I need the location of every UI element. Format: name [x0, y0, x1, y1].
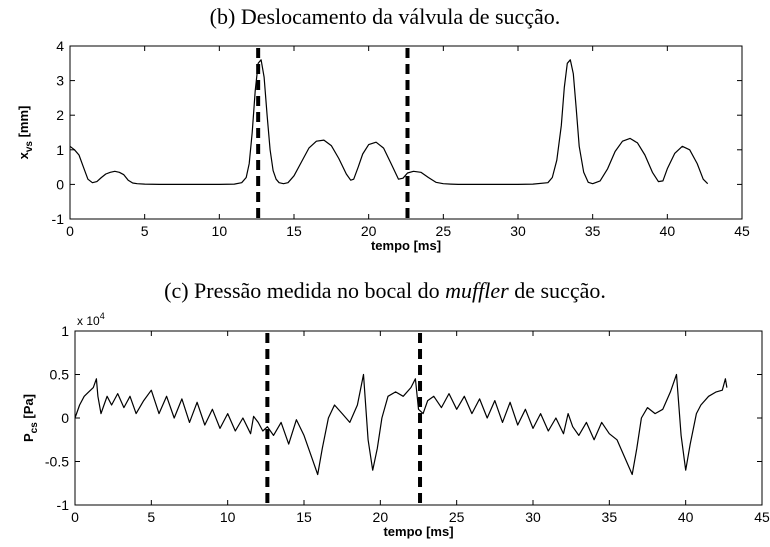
y-tick-label: 1	[61, 323, 69, 339]
x-tick-label: 5	[147, 509, 155, 525]
y-tick-label: 1	[56, 142, 64, 158]
y-tick-label: 2	[56, 107, 64, 123]
x-tick-label: 20	[373, 509, 389, 525]
y-axis-label-main: x	[16, 151, 31, 159]
y-tick-label: -1	[52, 211, 65, 227]
x-tick-label: 35	[602, 509, 618, 525]
x-tick-label: 45	[734, 223, 750, 239]
caption-c: (c) Pressão medida no bocal do muffler d…	[0, 278, 770, 304]
x-tick-label: 0	[71, 509, 79, 525]
x-tick-label: 30	[510, 223, 526, 239]
caption-c-end: de sucção.	[508, 278, 606, 303]
y-axis-label-unit: [Pa]	[21, 394, 36, 422]
y-tick-label: 0	[61, 410, 69, 426]
x-tick-label: 20	[361, 223, 377, 239]
x-tick-label: 25	[436, 223, 452, 239]
y-axis-label-sub: vs	[24, 141, 35, 153]
plot-frame	[69, 45, 743, 220]
x-tick-label: 35	[585, 223, 601, 239]
caption-b: (b) Deslocamento da válvula de sucção.	[209, 4, 561, 29]
y-tick-label: 0	[56, 176, 64, 192]
x-tick-label: 10	[212, 223, 228, 239]
caption-c-italic: muffler	[445, 278, 509, 303]
x-tick-label: 15	[286, 223, 302, 239]
data-series-line	[69, 59, 709, 185]
x-axis-label: tempo [ms]	[371, 238, 441, 253]
x-tick-label: 30	[525, 509, 541, 525]
x-tick-label: 40	[678, 509, 694, 525]
x-tick-label: 10	[220, 509, 236, 525]
x-tick-label: 5	[141, 223, 149, 239]
y-axis-label-main: P	[21, 433, 36, 442]
y-tick-label: 4	[56, 38, 64, 54]
x-tick-label: 45	[754, 509, 770, 525]
y-axis-label-sub: cs	[29, 422, 40, 434]
y-tick-label: -0.5	[45, 454, 69, 470]
x-tick-label: 0	[66, 223, 74, 239]
caption-c-start: (c) Pressão medida no bocal do	[164, 278, 446, 303]
y-tick-label: -1	[57, 497, 70, 513]
data-series-line	[74, 373, 728, 476]
y-tick-label: 3	[56, 73, 64, 89]
x-tick-label: 15	[296, 509, 312, 525]
chart-suction-pressure: 0 5 10 15 20 25 30 35 40 45 -1 -0.5 0 0.5 1 tempo [ms] P…	[21, 311, 770, 539]
y-multiplier: x 104	[77, 311, 105, 328]
x-axis-label: tempo [ms]	[383, 524, 453, 539]
y-axis-label: Pcs [Pa]	[21, 394, 40, 442]
y-tick-label: 0.5	[50, 367, 70, 383]
x-tick-label: 40	[660, 223, 676, 239]
y-axis-label: xvs [mm]	[16, 106, 35, 160]
y-axis-label-unit: [mm]	[16, 106, 31, 141]
y-multiplier-exp: 4	[100, 311, 105, 321]
x-tick-label: 25	[449, 509, 465, 525]
y-multiplier-base: x 10	[77, 314, 100, 328]
